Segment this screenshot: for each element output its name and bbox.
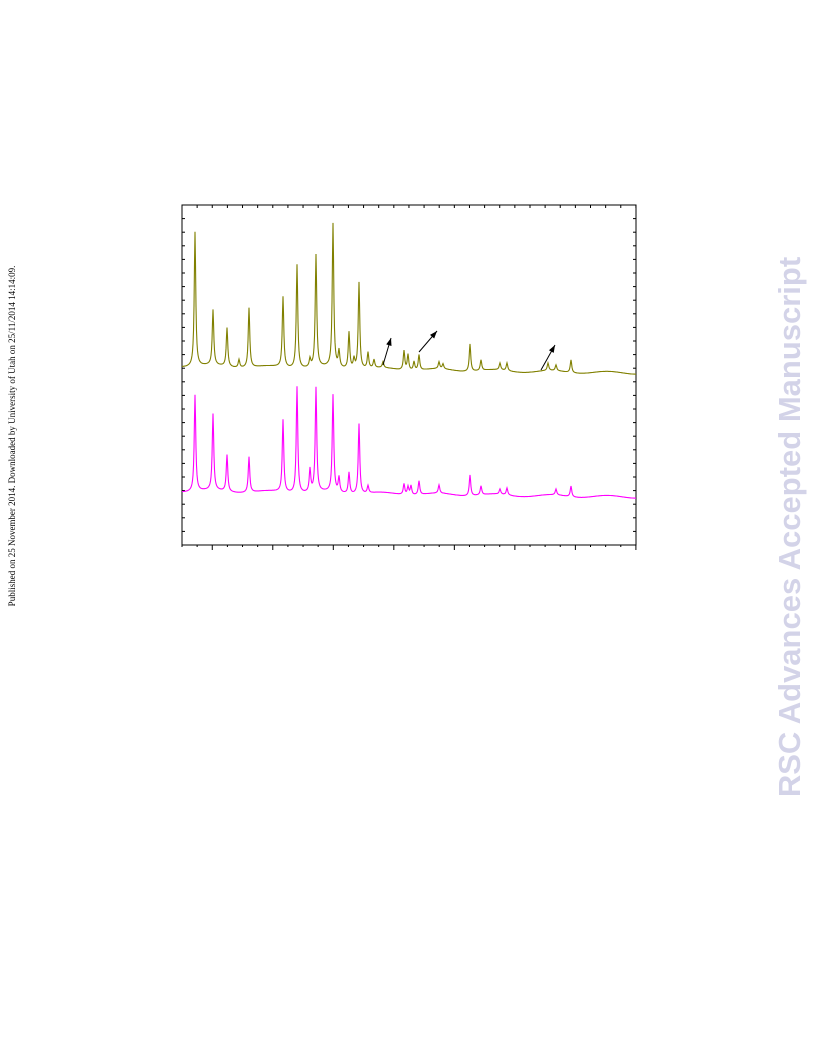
plot-frame bbox=[181, 204, 637, 546]
arrow-head bbox=[386, 338, 392, 346]
figure bbox=[181, 204, 637, 550]
trace bbox=[182, 386, 636, 499]
watermark: RSC Advances Accepted Manuscript bbox=[772, 257, 807, 797]
arrow-head bbox=[430, 331, 437, 339]
arrow-head bbox=[548, 345, 555, 353]
publication-note: Published on 25 November 2014. Downloade… bbox=[7, 266, 17, 607]
trace bbox=[182, 222, 636, 375]
